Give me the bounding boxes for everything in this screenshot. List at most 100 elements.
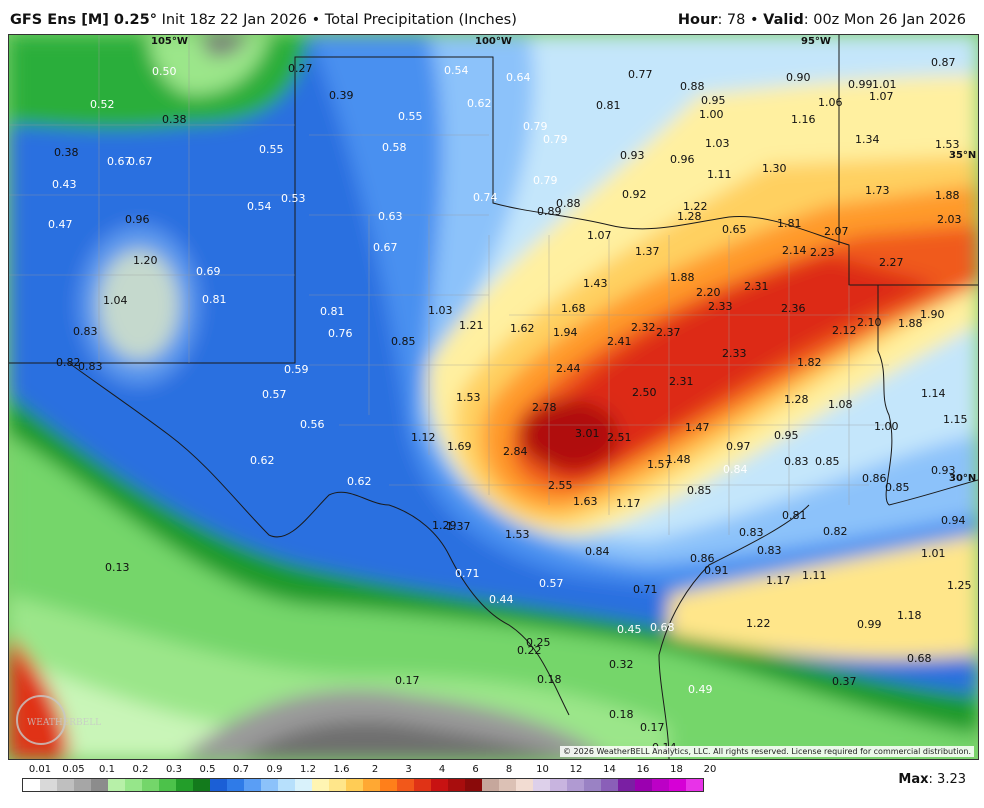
precip-value-label: 1.53 (505, 528, 530, 541)
precip-value-label: 1.28 (677, 210, 702, 223)
colorbar-swatch (380, 779, 397, 791)
colorbar-swatch (363, 779, 380, 791)
precip-value-label: 0.53 (281, 192, 306, 205)
precip-value-label: 0.55 (398, 110, 423, 123)
precip-value-label: 1.07 (869, 90, 894, 103)
precip-value-label: 0.68 (650, 621, 675, 634)
precip-value-label: 0.93 (931, 464, 956, 477)
colorbar-swatch (159, 779, 176, 791)
colorbar-tick-label: 12 (569, 764, 583, 775)
precip-value-label: 0.81 (202, 293, 227, 306)
precip-value-label: 0.58 (382, 141, 407, 154)
precip-value-label: 1.29 (432, 519, 457, 532)
precip-value-label: 2.78 (532, 401, 557, 414)
precip-value-label: 3.01 (575, 427, 600, 440)
precip-value-label: 0.18 (537, 673, 562, 686)
precip-value-label: 0.71 (455, 567, 480, 580)
precip-value-label: 2.84 (503, 445, 528, 458)
precip-value-label: 2.50 (632, 386, 657, 399)
colorbar-swatch (346, 779, 363, 791)
precip-value-label: 1.17 (616, 497, 641, 510)
precip-value-label: 0.87 (931, 56, 956, 69)
precip-value-label: 2.12 (832, 324, 857, 337)
colorbar-swatch (482, 779, 499, 791)
precip-value-label: 0.95 (701, 94, 726, 107)
precip-value-label: 0.83 (73, 325, 98, 338)
precip-value-label: 0.89 (537, 205, 562, 218)
precip-value-label: 0.38 (162, 113, 187, 126)
precip-value-label: 0.44 (489, 593, 514, 606)
colorbar-swatch (516, 779, 533, 791)
colorbar-swatch (397, 779, 414, 791)
title-bullet-2: • (750, 12, 759, 28)
precip-value-label: 0.83 (757, 544, 782, 557)
colorbar (22, 778, 704, 792)
precip-value-label: 2.33 (708, 300, 733, 313)
precip-value-label: 1.22 (746, 617, 771, 630)
precip-value-label: 2.23 (810, 246, 835, 259)
colorbar-swatch (533, 779, 550, 791)
colorbar-tick-label: 8 (505, 764, 513, 775)
precip-value-label: 1.48 (666, 453, 691, 466)
valid-value: : 00z Mon 26 Jan 2026 (803, 12, 966, 28)
title-bullet: • (311, 12, 321, 28)
precip-value-label: 1.69 (447, 440, 472, 453)
precip-value-label: 0.85 (815, 455, 840, 468)
precip-value-label: 0.86 (690, 552, 715, 565)
precip-value-label: 0.76 (328, 327, 353, 340)
precip-value-label: 1.28 (784, 393, 809, 406)
colorbar-swatch (210, 779, 227, 791)
precip-value-label: 1.25 (947, 579, 972, 592)
precip-value-label: 0.57 (262, 388, 287, 401)
precip-value-label: 0.52 (90, 98, 115, 111)
precip-value-label: 1.43 (583, 277, 608, 290)
precip-value-label: 0.54 (247, 200, 272, 213)
precip-value-label: 1.18 (897, 609, 922, 622)
precip-value-label: 1.21 (459, 319, 484, 332)
precip-value-label: 0.18 (609, 708, 634, 721)
precip-value-label: 0.43 (52, 178, 77, 191)
colorbar-swatch (414, 779, 431, 791)
precip-value-label: 1.90 (920, 308, 945, 321)
copyright-notice: © 2026 WeatherBELL Analytics, LLC. All r… (560, 746, 974, 757)
precip-value-label: 0.22 (517, 644, 542, 657)
precip-value-label: 0.47 (48, 218, 73, 231)
precip-value-label: 0.17 (640, 721, 665, 734)
precip-value-label: 2.07 (824, 225, 849, 238)
precip-value-label: 1.47 (685, 421, 710, 434)
colorbar-swatch (312, 779, 329, 791)
precip-value-label: 2.37 (656, 326, 681, 339)
precip-value-label: 2.36 (781, 302, 806, 315)
precip-value-label: 0.99 (848, 78, 873, 91)
precip-value-label: 0.32 (609, 658, 634, 671)
max-value: Max: 3.23 (898, 772, 966, 787)
product-name: Total Precipitation (Inches) (324, 12, 517, 28)
valid-label: Valid (763, 12, 804, 28)
precip-value-label: 0.39 (329, 89, 354, 102)
precip-value-label: 0.69 (196, 265, 221, 278)
precip-value-label: 2.31 (744, 280, 769, 293)
precipitation-map[interactable]: 0.50 0.27 0.52 0.38 0.39 0.54 0.64 0.77 0.88 0.90… (8, 34, 979, 760)
colorbar-swatch (431, 779, 448, 791)
colorbar-tick-label: 0.9 (266, 764, 283, 775)
colorbar-swatch (584, 779, 601, 791)
colorbar-tick-label: 0.7 (233, 764, 249, 775)
precip-value-label: 2.32 (631, 321, 656, 334)
precip-value-label: 0.83 (784, 455, 809, 468)
precip-value-label: 0.77 (628, 68, 653, 81)
colorbar-tick-label: 10 (536, 764, 549, 775)
colorbar-tick-label: 0.05 (62, 764, 85, 775)
precip-value-label: 1.37 (446, 520, 471, 533)
colorbar-swatch (618, 779, 635, 791)
precip-value-label: 0.92 (622, 188, 647, 201)
colorbar-tick-label: 0.5 (199, 764, 216, 775)
colorbar-swatch (278, 779, 295, 791)
precip-value-label: 1.88 (670, 271, 695, 284)
colorbar-tick-label: 18 (670, 764, 683, 775)
map-header: GFS Ens [M] 0.25° Init 18z 22 Jan 2026 •… (0, 0, 984, 34)
lat-label-30: 30°N (949, 473, 976, 484)
colorbar-tick-label: 0.01 (28, 764, 52, 775)
precip-value-label: 2.31 (669, 375, 694, 388)
precip-value-label: 0.71 (633, 583, 658, 596)
precip-value-label: 0.50 (152, 65, 177, 78)
